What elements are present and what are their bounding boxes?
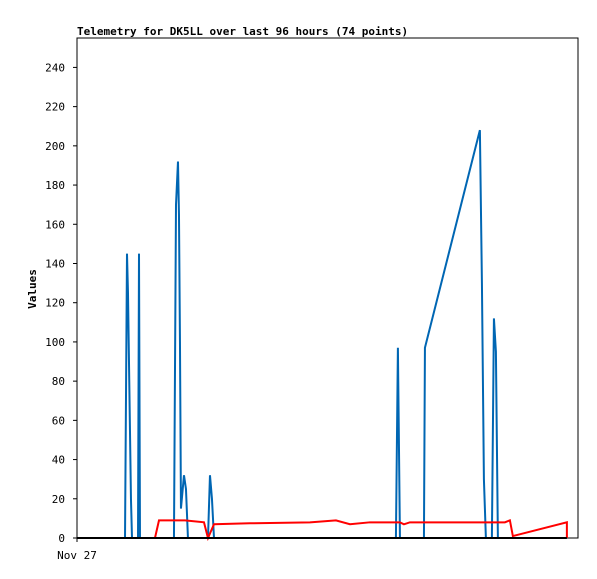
chart-title: Telemetry for DK5LL over last 96 hours (… [77,25,408,38]
y-tick-label: 160 [45,218,65,231]
y-tick-label: 120 [45,297,65,310]
y-tick-label: 220 [45,101,65,114]
y-tick-label: 240 [45,61,65,74]
y-tick-label: 80 [52,375,65,388]
y-axis-label: Values [26,269,39,309]
x-tick-label: Nov 27 [57,549,97,562]
y-tick-label: 200 [45,140,65,153]
y-tick-label: 20 [52,493,65,506]
y-tick-label: 140 [45,257,65,270]
series-line [153,518,568,542]
y-tick-label: 0 [58,532,65,545]
y-tick-label: 60 [52,414,65,427]
y-tick-label: 100 [45,336,65,349]
y-tick-label: 40 [52,454,65,467]
series-line [124,129,499,539]
y-tick-label: 180 [45,179,65,192]
